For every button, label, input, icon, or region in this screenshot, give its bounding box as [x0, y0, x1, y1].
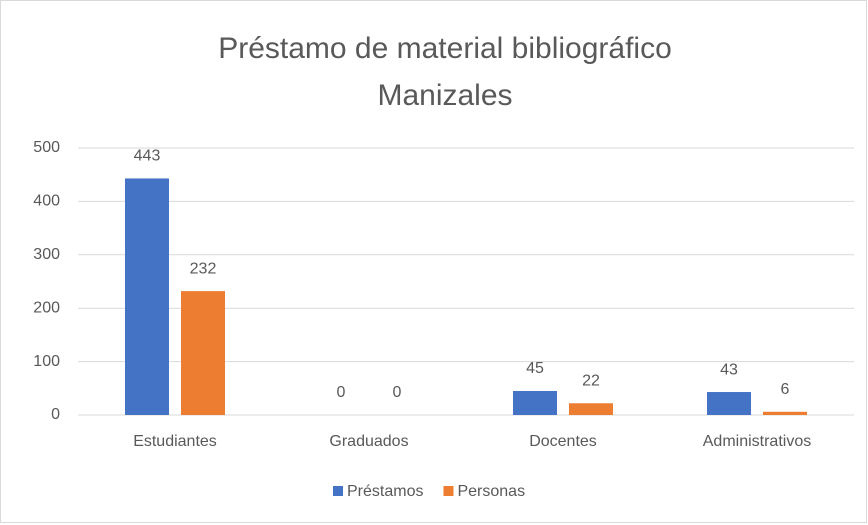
data-label: 22 — [582, 372, 600, 389]
x-tick-label: Estudiantes — [133, 433, 217, 450]
bar — [125, 178, 169, 415]
x-tick-label: Graduados — [329, 433, 408, 450]
legend-label: Préstamos — [347, 483, 423, 500]
data-label: 0 — [337, 384, 346, 401]
bar — [513, 390, 557, 415]
data-label: 232 — [190, 260, 217, 277]
data-label: 6 — [781, 381, 790, 398]
bar — [763, 411, 807, 415]
y-tick-label: 100 — [33, 353, 60, 370]
legend-swatch — [333, 486, 343, 496]
y-tick-label: 400 — [33, 193, 60, 210]
x-tick-label: Administrativos — [703, 433, 811, 450]
bar — [181, 291, 225, 415]
x-tick-label: Docentes — [529, 433, 597, 450]
bar — [569, 403, 613, 415]
data-label: 45 — [526, 360, 544, 377]
data-label: 443 — [134, 148, 161, 165]
y-tick-label: 300 — [33, 246, 60, 263]
y-tick-label: 200 — [33, 299, 60, 316]
data-label: 0 — [393, 384, 402, 401]
data-label: 43 — [720, 361, 738, 378]
y-tick-label: 500 — [33, 139, 60, 156]
y-tick-label: 0 — [51, 406, 60, 423]
chart-title: Préstamo de material bibliográfico — [218, 32, 672, 65]
chart-title: Manizales — [377, 79, 512, 112]
legend-swatch — [443, 486, 454, 496]
legend-label: Personas — [457, 483, 525, 500]
bar — [707, 392, 751, 415]
